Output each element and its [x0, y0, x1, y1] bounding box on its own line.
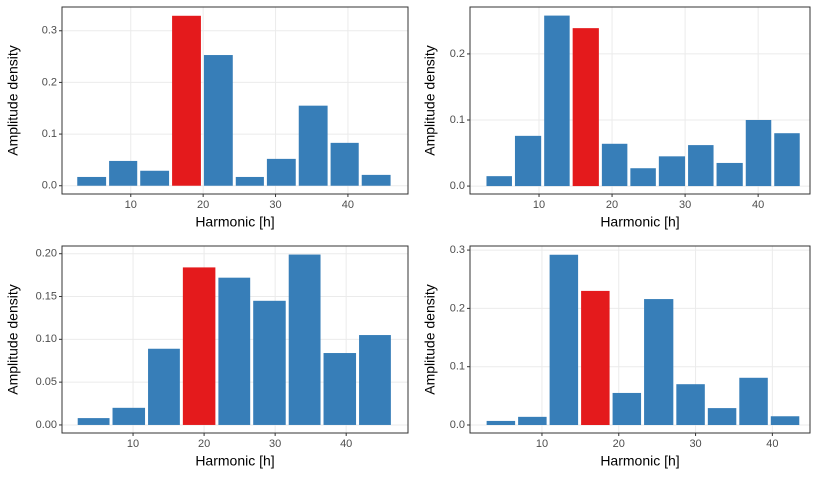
bar: [739, 377, 768, 426]
y-tick-label: 0.3: [450, 244, 465, 256]
bar: [298, 105, 328, 186]
x-tick-label: 40: [340, 438, 352, 450]
y-tick-label: 0.0: [450, 180, 465, 192]
bar: [182, 267, 216, 425]
bar: [172, 15, 201, 186]
bar: [770, 416, 800, 426]
x-tick-label: 20: [606, 199, 618, 211]
x-tick-label: 10: [533, 199, 545, 211]
x-axis-title: Harmonic [h]: [600, 214, 679, 230]
y-tick-label: 0.10: [36, 333, 57, 345]
bar: [266, 158, 296, 186]
y-tick-label: 0.05: [36, 376, 57, 388]
y-tick-label: 0.2: [42, 76, 57, 88]
y-tick-label: 0.0: [450, 419, 465, 431]
x-tick-label: 10: [127, 438, 139, 450]
bar: [330, 142, 359, 186]
y-axis-title: Amplitude density: [5, 284, 21, 395]
x-tick-label: 30: [269, 199, 281, 211]
x-axis-title: Harmonic [h]: [600, 453, 679, 469]
bar: [601, 143, 628, 187]
y-axis-title: Amplitude density: [5, 45, 21, 156]
x-tick-label: 40: [342, 199, 354, 211]
bar: [544, 15, 570, 187]
chart: 0.0 0.1 0.2 0.3 10 20 30 40 Harmonic [h] Amplitud…: [422, 244, 811, 469]
x-tick-label: 20: [197, 199, 209, 211]
bar: [572, 28, 599, 187]
bar: [514, 135, 542, 187]
x-tick-label: 30: [689, 438, 701, 450]
bar: [77, 418, 110, 425]
bar: [644, 299, 674, 426]
x-tick-label: 20: [613, 438, 625, 450]
y-axis-title: Amplitude density: [422, 45, 438, 156]
bar: [140, 170, 170, 186]
y-tick-label: 0.1: [450, 361, 465, 373]
y-axis-title: Amplitude density: [422, 284, 438, 395]
bar: [630, 168, 656, 187]
bar: [359, 335, 391, 425]
x-tick-label: 40: [766, 438, 778, 450]
bar: [716, 162, 743, 187]
bar: [361, 174, 391, 186]
bar: [323, 353, 357, 425]
bar: [218, 277, 251, 425]
bar: [148, 348, 180, 425]
y-tick-label: 0.15: [36, 290, 57, 302]
bar: [707, 408, 737, 426]
y-tick-label: 0.0: [42, 180, 57, 192]
y-tick-label: 0.2: [450, 48, 465, 60]
bar: [549, 254, 579, 426]
bar: [288, 254, 321, 425]
bar: [774, 133, 800, 187]
panel-border: [61, 245, 409, 434]
bar: [77, 176, 107, 186]
chart: 0.0 0.1 0.2 0.3 10 20 30 40 Harmonic [h] Amplitud…: [5, 6, 409, 230]
bar: [112, 407, 146, 425]
bar: [486, 420, 516, 426]
x-axis-title: Harmonic [h]: [195, 214, 274, 230]
x-axis-title: Harmonic [h]: [195, 453, 274, 469]
bar: [581, 290, 610, 426]
bar: [203, 55, 233, 186]
panel-border: [469, 245, 811, 434]
bar: [235, 176, 264, 186]
x-tick-label: 30: [269, 438, 281, 450]
panel-border: [469, 6, 811, 195]
y-tick-label: 0.3: [42, 25, 57, 37]
chart: 0.0 0.1 0.2 10 20 30 40 Harmonic [h] Amplitude d…: [422, 6, 811, 230]
y-tick-label: 0.2: [450, 302, 465, 314]
bar: [612, 392, 642, 426]
bar: [486, 176, 512, 187]
chart: 0.00 0.05 0.10 0.15 0.20 10 20 30 40 Harmonic [h]…: [5, 245, 409, 469]
bar: [658, 156, 686, 187]
bar: [518, 416, 547, 426]
x-tick-label: 30: [679, 199, 691, 211]
y-tick-label: 0.20: [36, 248, 57, 260]
x-tick-label: 10: [536, 438, 548, 450]
y-tick-label: 0.1: [450, 114, 465, 126]
bar: [676, 384, 705, 426]
x-tick-label: 20: [198, 438, 210, 450]
x-tick-label: 10: [125, 199, 137, 211]
bar: [688, 145, 714, 187]
y-tick-label: 0.1: [42, 128, 57, 140]
bar: [745, 119, 772, 187]
bar: [253, 300, 286, 425]
panel-border: [61, 6, 409, 195]
x-tick-label: 40: [752, 199, 764, 211]
y-tick-label: 0.00: [36, 419, 57, 431]
bar: [109, 160, 138, 186]
